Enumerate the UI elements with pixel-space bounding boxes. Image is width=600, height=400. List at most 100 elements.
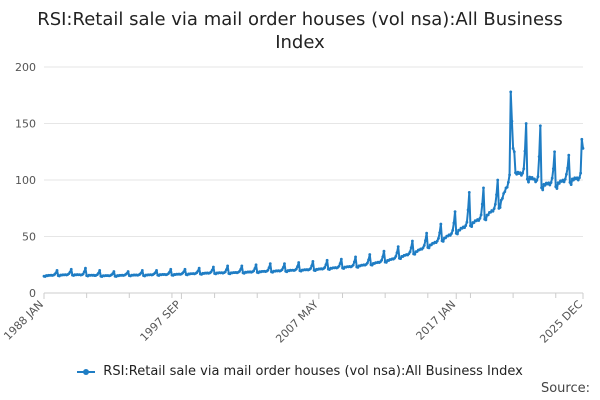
data-point [498,206,502,209]
data-point [226,264,230,268]
data-point [557,181,561,185]
data-point [503,190,507,194]
data-point [521,171,524,175]
x-tick-label: 2017 JAN [414,298,459,343]
data-point [396,245,400,249]
data-point [453,210,457,214]
data-point [486,213,490,217]
x-tick-label: 1997 SEP [138,298,184,344]
data-point [510,119,514,123]
data-point [509,90,513,94]
chart-title-line-2: Index [275,32,325,53]
data-point [435,239,439,243]
data-point [480,202,484,206]
data-point [268,262,272,266]
data-point [97,271,100,275]
y-tick-label: 50 [22,231,36,244]
legend[interactable]: RSI:Retail sale via mail order houses (v… [0,364,600,379]
data-point [408,250,412,254]
data-point [538,124,542,128]
data-point [381,255,385,259]
data-point [81,272,85,276]
data-point [464,224,468,227]
data-point [395,251,399,255]
data-point [441,239,445,243]
data-point [581,146,585,150]
data-point [280,268,284,272]
data-point [555,187,559,190]
data-point [518,171,522,175]
y-tick-label: 200 [15,61,36,74]
y-tick-label: 150 [15,118,36,131]
data-point [424,239,427,242]
data-point [527,180,530,184]
data-point [380,258,384,262]
data-point [522,167,526,171]
legend-marker-icon [77,367,96,377]
chart-title-line-1: RSI:Retail sale via mail order houses (v… [37,9,563,30]
legend-label: RSI:Retail sale via mail order houses (v… [103,364,523,379]
data-point [508,173,511,177]
data-point [567,153,571,157]
data-point [69,267,73,271]
data-point [155,269,158,272]
series-line [43,90,584,278]
data-point [197,266,201,270]
data-point [470,225,474,229]
data-point [366,261,369,265]
data-point [296,265,299,268]
source-label: Source: [540,381,590,396]
data-point [512,150,516,154]
data-point [281,266,285,269]
data-point [311,259,315,263]
data-point [576,178,580,182]
data-point [566,166,569,170]
data-point [368,253,372,256]
data-point [437,236,440,240]
data-point [212,265,215,269]
data-point [325,258,329,262]
data-point [493,202,497,206]
data-point [482,186,485,190]
data-point [339,257,343,261]
data-point [324,263,328,267]
data-point [438,231,442,235]
x-tick-label: 2025 DEC [537,298,585,346]
data-point [310,264,314,268]
data-point [501,196,504,200]
data-point [562,180,566,184]
data-point [182,270,186,274]
data-point [425,231,429,235]
data-point [239,267,243,271]
data-point [252,269,256,273]
data-point [196,269,200,273]
data-point [98,269,102,272]
data-point [367,258,370,262]
data-point [82,270,86,274]
data-point [553,150,556,154]
data-point [540,186,543,190]
data-point [153,271,157,275]
data-point [411,239,414,243]
data-point [223,270,227,274]
data-point [578,176,581,180]
data-point [427,246,431,250]
legend-dot [83,368,90,375]
data-point [413,252,417,256]
data-point [254,263,258,267]
data-point [478,217,482,220]
data-point [338,262,342,265]
data-point [238,270,241,273]
data-point [112,270,116,273]
data-point [511,146,515,150]
data-point [409,246,413,250]
data-point [505,185,509,189]
data-point [422,244,426,247]
data-point [579,171,583,175]
data-point [382,249,386,253]
data-point [111,272,115,276]
data-point [323,266,327,269]
data-point [515,172,519,176]
data-point [580,137,584,141]
data-point [541,188,545,192]
